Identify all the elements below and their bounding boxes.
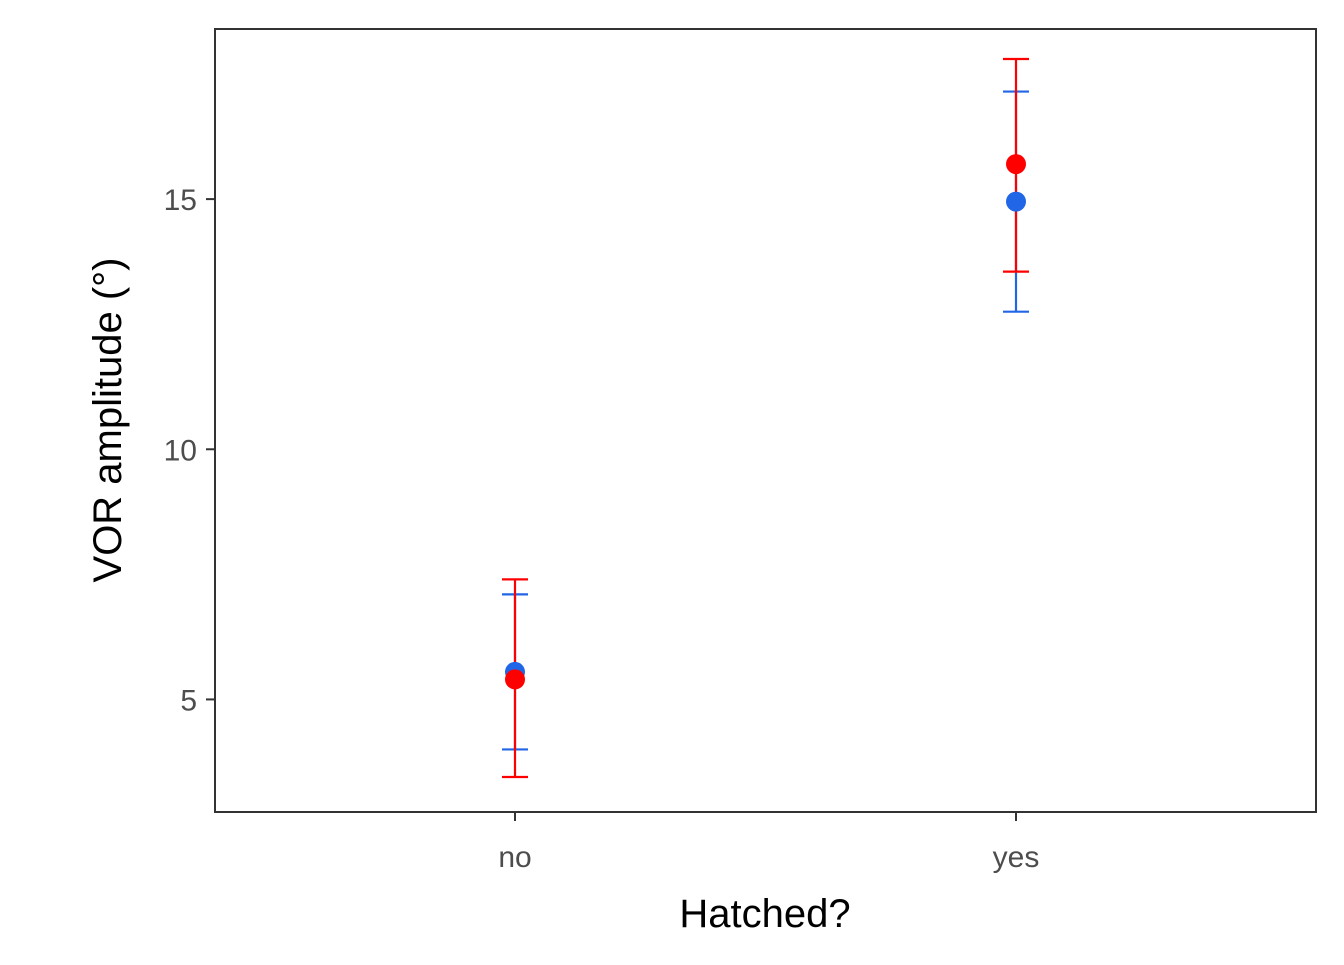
x-axis-ticks: no yes [498, 812, 1039, 874]
y-tick-label: 10 [164, 434, 197, 467]
plot-panel [214, 28, 1317, 813]
y-axis-title: VOR amplitude (°) [86, 258, 130, 583]
x-axis-title: Hatched? [679, 892, 850, 936]
data-marks [502, 57, 1029, 779]
data-point [1006, 191, 1026, 212]
y-axis-ticks: 5 10 15 [164, 184, 215, 717]
x-tick-label: no [498, 841, 531, 874]
y-tick-label: 15 [164, 184, 197, 217]
x-tick-label: yes [993, 841, 1040, 874]
data-point [1006, 154, 1026, 175]
data-point [505, 669, 525, 690]
y-tick-label: 5 [180, 684, 197, 717]
